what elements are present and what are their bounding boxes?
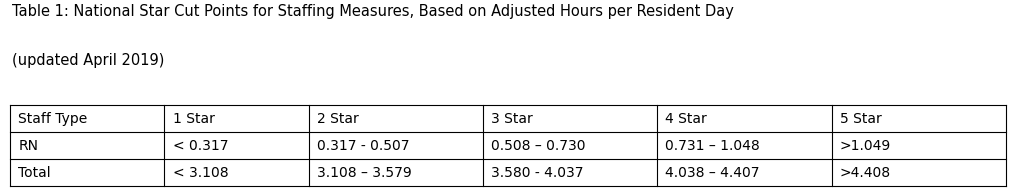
Text: 3.108 – 3.579: 3.108 – 3.579 xyxy=(317,166,411,180)
Text: 0.508 – 0.730: 0.508 – 0.730 xyxy=(492,139,586,153)
Text: (updated April 2019): (updated April 2019) xyxy=(12,53,165,68)
Text: 2 Star: 2 Star xyxy=(317,112,359,126)
Text: >4.408: >4.408 xyxy=(839,166,891,180)
Text: 1 Star: 1 Star xyxy=(173,112,214,126)
Text: 0.731 – 1.048: 0.731 – 1.048 xyxy=(665,139,760,153)
Text: 5 Star: 5 Star xyxy=(839,112,882,126)
Text: Staff Type: Staff Type xyxy=(18,112,87,126)
Text: 4.038 – 4.407: 4.038 – 4.407 xyxy=(665,166,760,180)
Text: 0.317 - 0.507: 0.317 - 0.507 xyxy=(317,139,409,153)
Text: 3.580 - 4.037: 3.580 - 4.037 xyxy=(492,166,584,180)
Text: 3 Star: 3 Star xyxy=(492,112,533,126)
Text: Total: Total xyxy=(18,166,51,180)
Text: 4 Star: 4 Star xyxy=(665,112,707,126)
Text: Table 1: National Star Cut Points for Staffing Measures, Based on Adjusted Hours: Table 1: National Star Cut Points for St… xyxy=(12,4,735,19)
Text: >1.049: >1.049 xyxy=(839,139,891,153)
Text: < 3.108: < 3.108 xyxy=(173,166,229,180)
Text: RN: RN xyxy=(18,139,39,153)
Text: < 0.317: < 0.317 xyxy=(173,139,229,153)
